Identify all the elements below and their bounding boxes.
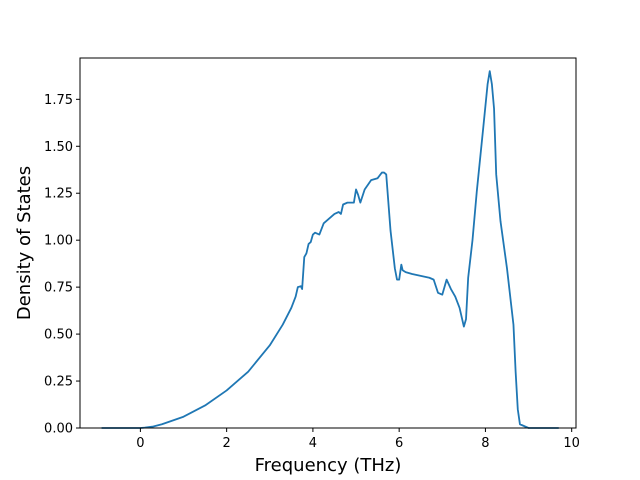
x-ticks: 0 2 4 6 8 10 <box>136 428 580 451</box>
y-tick-label: 0.50 <box>44 328 73 343</box>
x-tick-label: 2 <box>223 436 231 451</box>
x-tick-label: 0 <box>136 436 144 451</box>
x-tick-label: 10 <box>563 436 580 451</box>
y-tick-label: 1.25 <box>44 187 73 202</box>
x-tick-label: 6 <box>395 436 403 451</box>
series-layer <box>101 70 559 429</box>
y-tick-label: 0.75 <box>44 281 73 296</box>
x-tick-label: 4 <box>309 436 317 451</box>
y-tick-label: 0.00 <box>44 422 73 437</box>
x-axis-label: Frequency (THz) <box>255 455 402 476</box>
y-tick-label: 1.50 <box>44 140 73 155</box>
y-tick-label: 0.25 <box>44 375 73 390</box>
plot-frame <box>79 57 577 429</box>
plot-background <box>80 58 576 428</box>
x-tick-label: 8 <box>481 436 489 451</box>
dos-series-line-0 <box>101 70 559 429</box>
y-tick-label: 1.00 <box>44 234 73 249</box>
y-tick-label: 1.75 <box>44 93 73 108</box>
y-axis-label: Density of States <box>14 166 35 320</box>
y-ticks: 0.00 0.25 0.50 0.75 1.00 1.25 1.50 1.75 <box>44 93 80 437</box>
